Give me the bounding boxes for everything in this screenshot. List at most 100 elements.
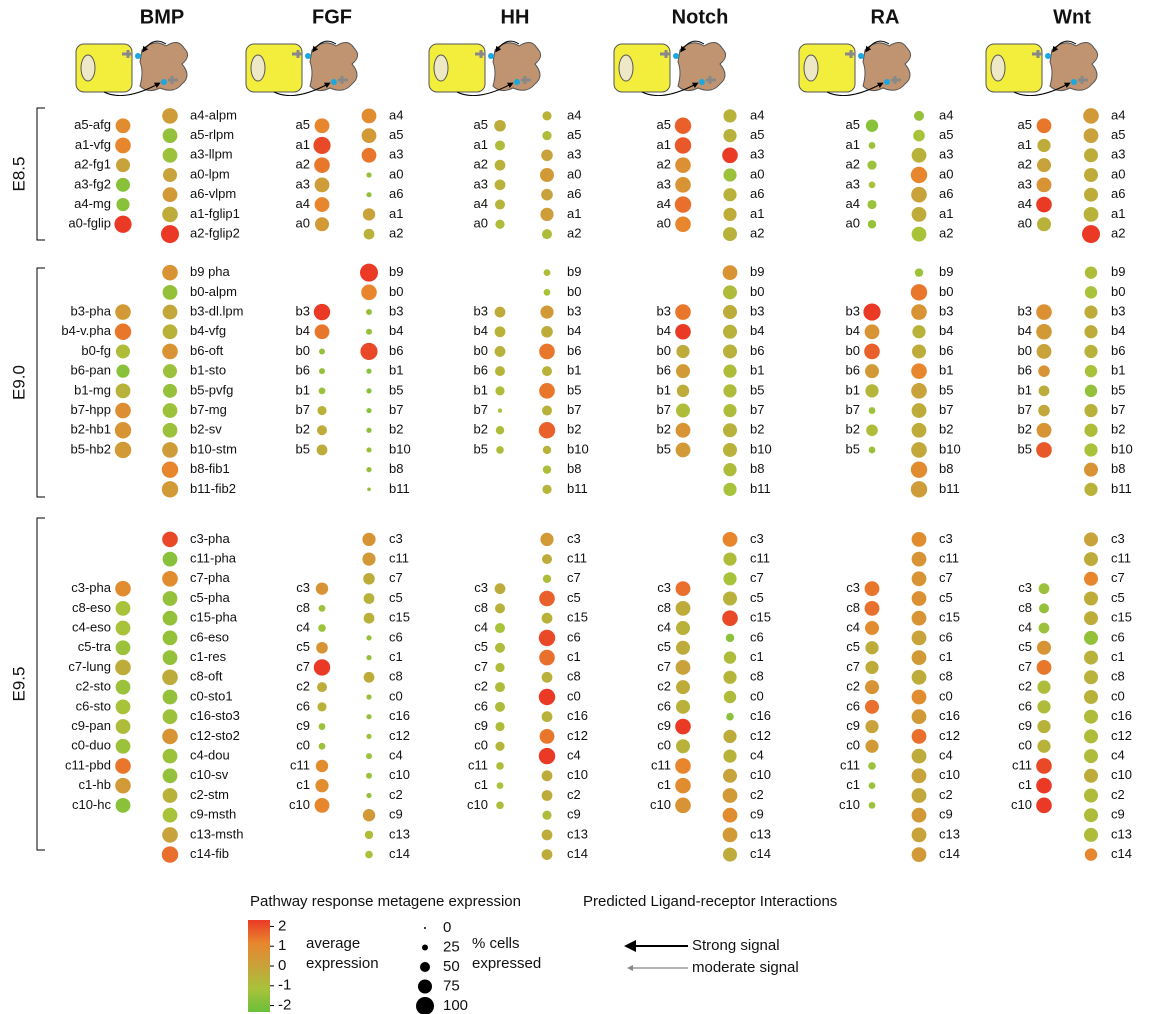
expression-dot	[363, 593, 375, 604]
expression-dot	[539, 590, 555, 607]
cluster-label: c16	[939, 708, 960, 723]
cluster-label: c5-pha	[190, 590, 231, 605]
cluster-label: c2-stm	[190, 787, 229, 802]
expression-dot	[1036, 797, 1052, 814]
expression-dot	[1037, 680, 1051, 694]
expression-dot	[494, 306, 506, 318]
cluster-label: b2	[657, 422, 671, 437]
cluster-label: c3-pha	[71, 580, 112, 595]
cluster-label: c8	[1018, 600, 1032, 615]
cluster-label: c13	[1111, 826, 1132, 841]
cluster-label: b6	[296, 363, 310, 378]
cluster-label: b1	[939, 363, 953, 378]
expression-dot	[116, 158, 130, 173]
cluster-label: b2	[474, 422, 488, 437]
expression-dot	[1084, 364, 1098, 378]
expression-dot	[162, 442, 178, 458]
expression-dot	[1084, 827, 1098, 842]
cluster-label: b10	[389, 441, 411, 456]
expression-dot	[723, 847, 737, 862]
expression-dot	[864, 343, 880, 360]
expression-dot	[313, 136, 331, 155]
cluster-label: b4	[939, 323, 953, 338]
cluster-label: c11-pha	[190, 551, 237, 566]
expression-dot	[366, 792, 372, 799]
expression-dot	[366, 733, 372, 740]
cluster-label: c9	[846, 718, 860, 733]
cluster-label: b4-vfg	[190, 323, 226, 338]
cluster-label: c6-sto	[76, 698, 111, 713]
cluster-label: c3	[1111, 531, 1125, 546]
cluster-label: b8	[567, 461, 581, 476]
cluster-label: c10	[650, 797, 671, 812]
cluster-label: b3	[750, 303, 764, 318]
expression-dot	[115, 402, 131, 419]
cluster-label: c11-pbd	[65, 757, 111, 772]
cluster-label: a5-rlpm	[190, 127, 234, 142]
expression-dot	[723, 403, 737, 418]
cluster-label: c10-hc	[72, 797, 112, 812]
expression-dot	[366, 427, 372, 433]
cluster-label: c8	[1111, 669, 1125, 684]
expression-dot	[865, 699, 879, 714]
cluster-label: c11	[840, 757, 860, 772]
expression-dot	[115, 137, 131, 154]
cluster-label: b4	[750, 323, 764, 338]
expression-dot	[723, 188, 737, 202]
expression-dot	[1084, 670, 1098, 685]
expression-dot	[911, 383, 927, 399]
strong-label: Strong signal	[692, 937, 780, 954]
size-legend-dot	[424, 927, 426, 929]
cluster-label: b0	[296, 343, 310, 358]
expression-dot	[162, 748, 178, 764]
expression-dot	[723, 572, 737, 586]
cluster-label: c8	[750, 669, 764, 684]
cluster-label: a3-llpm	[190, 147, 233, 162]
cluster-label: a5	[1018, 117, 1032, 132]
expression-dot	[723, 384, 737, 398]
cluster-label: b11	[389, 481, 410, 496]
expression-dot	[675, 797, 691, 814]
cluster-label: c16	[389, 708, 410, 723]
expression-dot	[911, 788, 927, 803]
cluster-label: c12	[567, 728, 588, 743]
expression-dot	[366, 388, 372, 394]
cluster-label: b6-pan	[71, 363, 111, 378]
cluster-label: c15	[389, 610, 410, 625]
expression-dot	[313, 303, 331, 321]
cluster-label: b1	[1111, 363, 1125, 378]
cluster-label: c2	[846, 679, 860, 694]
expression-dot	[1084, 690, 1098, 704]
cluster-label: c11	[750, 551, 770, 566]
pathway-title: Notch	[672, 6, 729, 28]
cluster-label: b3	[1111, 303, 1125, 318]
expression-dot	[723, 690, 737, 704]
cluster-label: b6	[474, 363, 488, 378]
cluster-label: c8	[939, 669, 953, 684]
cluster-label: b4	[657, 323, 671, 338]
pathway-title: BMP	[140, 6, 184, 28]
cluster-label: b2	[750, 422, 764, 437]
expression-dot	[723, 324, 737, 339]
expression-dot	[911, 768, 927, 784]
expression-dot	[726, 712, 734, 721]
cluster-label: c9	[1111, 807, 1125, 822]
expression-dot	[362, 552, 376, 566]
expression-dot	[162, 422, 178, 438]
cluster-label: c3	[567, 531, 581, 546]
expression-dot	[911, 551, 927, 567]
expression-dot	[115, 304, 131, 320]
cluster-label: a1	[567, 206, 581, 221]
expression-dot	[541, 671, 553, 683]
cluster-label: c1	[474, 777, 488, 792]
cluster-label: c9	[1018, 718, 1032, 733]
cluster-label: b10	[750, 441, 772, 456]
expression-dot	[910, 481, 928, 498]
cluster-label: c11	[389, 551, 409, 566]
expression-dot	[865, 719, 879, 734]
cluster-label: b10	[939, 441, 961, 456]
cluster-label: c4	[296, 619, 310, 634]
expression-dot	[162, 571, 178, 587]
cluster-label: b0	[567, 284, 581, 299]
